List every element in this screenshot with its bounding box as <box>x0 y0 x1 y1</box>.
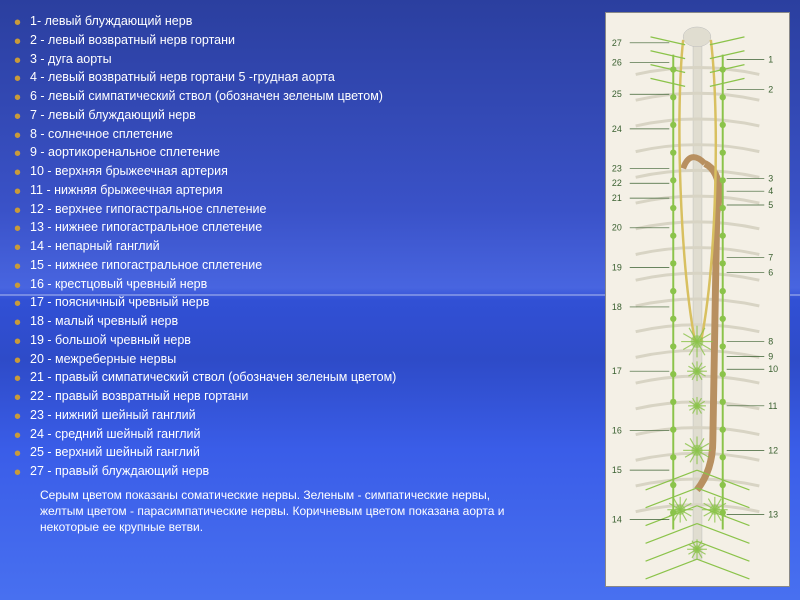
legend-item: 23 - нижний шейный ганглий <box>12 406 595 425</box>
legend-item: 24 - средний шейный ганглий <box>12 425 595 444</box>
svg-text:22: 22 <box>612 178 622 188</box>
svg-text:3: 3 <box>768 173 773 183</box>
svg-text:17: 17 <box>612 366 622 376</box>
legend-item: 2 - левый возвратный нерв гортани <box>12 31 595 50</box>
legend-item: 13 - нижнее гипогастральное сплетение <box>12 218 595 237</box>
legend-item: 18 - малый чревный нерв <box>12 312 595 331</box>
legend-item: 8 - солнечное сплетение <box>12 125 595 144</box>
svg-text:18: 18 <box>612 302 622 312</box>
svg-text:20: 20 <box>612 223 622 233</box>
svg-text:27: 27 <box>612 38 622 48</box>
legend-item: 14 - непарный ганглий <box>12 237 595 256</box>
svg-text:14: 14 <box>612 515 622 525</box>
legend-item: 19 - большой чревный нерв <box>12 331 595 350</box>
legend-item: 4 - левый возвратный нерв гортани 5 -гру… <box>12 68 595 87</box>
svg-text:11: 11 <box>768 401 777 411</box>
legend-item: 10 - верхняя брыжеечная артерия <box>12 162 595 181</box>
svg-text:1: 1 <box>768 55 773 65</box>
legend-item: 25 - верхний шейный ганглий <box>12 443 595 462</box>
legend-item: 6 - левый симпатический ствол (обозначен… <box>12 87 595 106</box>
svg-text:24: 24 <box>612 124 622 134</box>
svg-text:16: 16 <box>612 426 622 436</box>
svg-text:15: 15 <box>612 465 622 475</box>
legend-item: 11 - нижняя брыжеечная артерия <box>12 181 595 200</box>
legend-item: 17 - поясничный чревный нерв <box>12 293 595 312</box>
legend-item: 12 - верхнее гипогастральное сплетение <box>12 200 595 219</box>
svg-text:25: 25 <box>612 89 622 99</box>
svg-text:12: 12 <box>768 445 778 455</box>
svg-text:8: 8 <box>768 337 773 347</box>
anatomy-diagram: 2726252423222120191817161514123457689101… <box>605 12 790 587</box>
legend-item: 16 - крестцовый чревный нерв <box>12 275 595 294</box>
legend-item: 27 - правый блуждающий нерв <box>12 462 595 481</box>
svg-text:7: 7 <box>768 252 773 262</box>
footer-note: Серым цветом показаны соматические нервы… <box>12 481 532 536</box>
svg-text:23: 23 <box>612 163 622 173</box>
legend-item: 1- левый блуждающий нерв <box>12 12 595 31</box>
legend-item: 22 - правый возвратный нерв гортани <box>12 387 595 406</box>
svg-text:6: 6 <box>768 267 773 277</box>
svg-text:5: 5 <box>768 200 773 210</box>
svg-text:2: 2 <box>768 84 773 94</box>
legend-item: 9 - аортикоренальное сплетение <box>12 143 595 162</box>
legend-item: 7 - левый блуждающий нерв <box>12 106 595 125</box>
svg-text:13: 13 <box>768 510 778 520</box>
svg-text:9: 9 <box>768 351 773 361</box>
svg-text:19: 19 <box>612 262 622 272</box>
legend-item: 3 - дуга аорты <box>12 50 595 69</box>
svg-text:4: 4 <box>768 186 773 196</box>
legend-list: 1- левый блуждающий нерв2 - левый возвра… <box>12 12 605 600</box>
svg-text:21: 21 <box>612 193 622 203</box>
legend-item: 20 - межреберные нервы <box>12 350 595 369</box>
svg-text:26: 26 <box>612 58 622 68</box>
svg-text:10: 10 <box>768 364 778 374</box>
legend-item: 21 - правый симпатический ствол (обознач… <box>12 368 595 387</box>
legend-item: 15 - нижнее гипогастральное сплетение <box>12 256 595 275</box>
